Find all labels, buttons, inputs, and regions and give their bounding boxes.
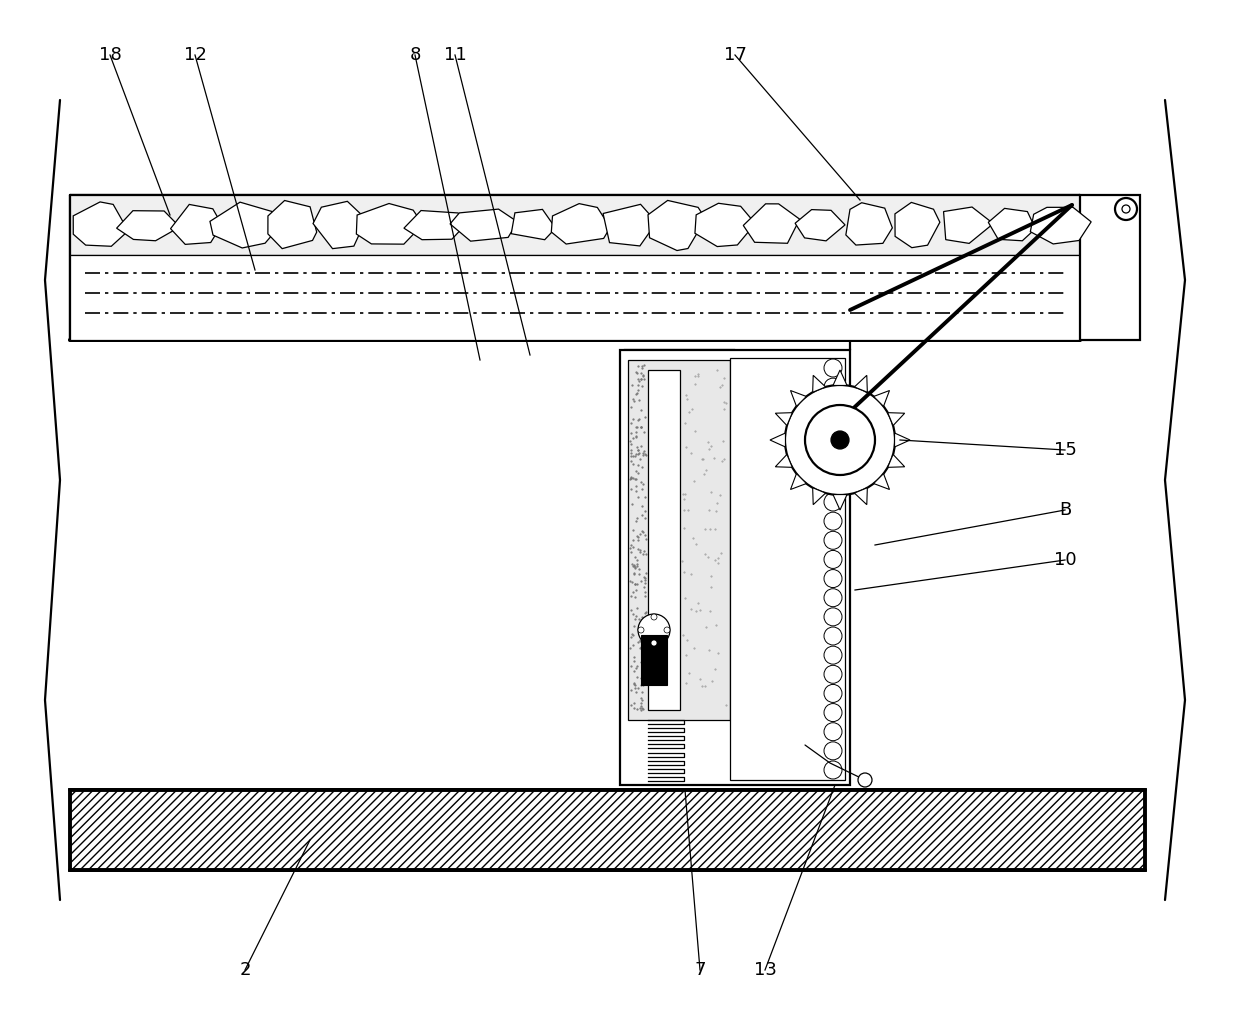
- Polygon shape: [888, 454, 905, 467]
- Circle shape: [639, 614, 670, 646]
- Polygon shape: [874, 474, 889, 490]
- Polygon shape: [404, 210, 467, 240]
- Polygon shape: [770, 433, 785, 447]
- Polygon shape: [171, 204, 222, 244]
- Text: 17: 17: [724, 46, 746, 64]
- Polygon shape: [854, 375, 867, 393]
- Circle shape: [651, 640, 657, 646]
- Text: 2: 2: [239, 961, 250, 979]
- Polygon shape: [117, 211, 180, 241]
- Circle shape: [825, 455, 842, 473]
- Circle shape: [825, 761, 842, 779]
- Polygon shape: [833, 370, 847, 385]
- Circle shape: [825, 398, 842, 415]
- Circle shape: [825, 531, 842, 549]
- Polygon shape: [888, 413, 905, 425]
- Polygon shape: [775, 454, 792, 467]
- Text: 13: 13: [754, 961, 776, 979]
- Text: 12: 12: [184, 46, 206, 64]
- Circle shape: [1115, 198, 1137, 220]
- Polygon shape: [450, 209, 517, 241]
- Polygon shape: [894, 433, 910, 447]
- Circle shape: [825, 723, 842, 741]
- Polygon shape: [812, 488, 826, 504]
- Circle shape: [663, 627, 670, 633]
- Polygon shape: [944, 207, 993, 243]
- Bar: [730, 358, 844, 780]
- Circle shape: [825, 665, 842, 684]
- Circle shape: [825, 627, 842, 645]
- Polygon shape: [210, 202, 278, 248]
- Polygon shape: [791, 474, 806, 490]
- Circle shape: [651, 614, 657, 620]
- Circle shape: [825, 588, 842, 607]
- Circle shape: [805, 405, 875, 475]
- Circle shape: [825, 416, 842, 435]
- Bar: [69, 790, 1145, 870]
- Polygon shape: [795, 209, 844, 241]
- Circle shape: [825, 550, 842, 569]
- Polygon shape: [649, 201, 706, 250]
- Text: 10: 10: [1054, 551, 1076, 569]
- Circle shape: [831, 430, 849, 449]
- Text: 7: 7: [694, 961, 706, 979]
- Polygon shape: [603, 204, 656, 246]
- Polygon shape: [988, 208, 1035, 241]
- Polygon shape: [833, 494, 847, 510]
- Bar: [641, 636, 667, 685]
- Polygon shape: [846, 203, 893, 245]
- Circle shape: [825, 685, 842, 702]
- Circle shape: [1122, 205, 1130, 213]
- Polygon shape: [312, 201, 366, 249]
- Bar: [627, 360, 730, 720]
- Polygon shape: [895, 202, 940, 248]
- Text: 15: 15: [1054, 441, 1076, 459]
- Polygon shape: [775, 413, 792, 425]
- Polygon shape: [73, 202, 128, 246]
- Circle shape: [825, 703, 842, 722]
- Circle shape: [825, 742, 842, 760]
- Circle shape: [825, 646, 842, 664]
- Text: 11: 11: [444, 46, 466, 64]
- Bar: [69, 255, 1080, 340]
- Polygon shape: [791, 391, 806, 406]
- Circle shape: [825, 493, 842, 511]
- Circle shape: [858, 773, 872, 787]
- Bar: [620, 350, 849, 785]
- Circle shape: [825, 436, 842, 454]
- Polygon shape: [874, 391, 889, 406]
- Bar: [1080, 195, 1140, 340]
- Polygon shape: [854, 488, 867, 504]
- Circle shape: [639, 627, 644, 633]
- Circle shape: [825, 512, 842, 530]
- Polygon shape: [511, 209, 556, 240]
- Polygon shape: [356, 204, 423, 244]
- Circle shape: [825, 359, 842, 377]
- Circle shape: [825, 570, 842, 587]
- Text: 18: 18: [99, 46, 122, 64]
- Polygon shape: [812, 375, 826, 393]
- Text: B: B: [1059, 501, 1071, 519]
- Circle shape: [825, 378, 842, 396]
- Polygon shape: [268, 201, 316, 249]
- Circle shape: [825, 474, 842, 492]
- Polygon shape: [552, 204, 610, 244]
- Polygon shape: [694, 203, 755, 247]
- Bar: [69, 195, 1080, 255]
- Text: 8: 8: [409, 46, 420, 64]
- Circle shape: [785, 385, 895, 495]
- Bar: [649, 370, 680, 710]
- Circle shape: [825, 608, 842, 626]
- Polygon shape: [1030, 207, 1091, 244]
- Polygon shape: [743, 204, 800, 243]
